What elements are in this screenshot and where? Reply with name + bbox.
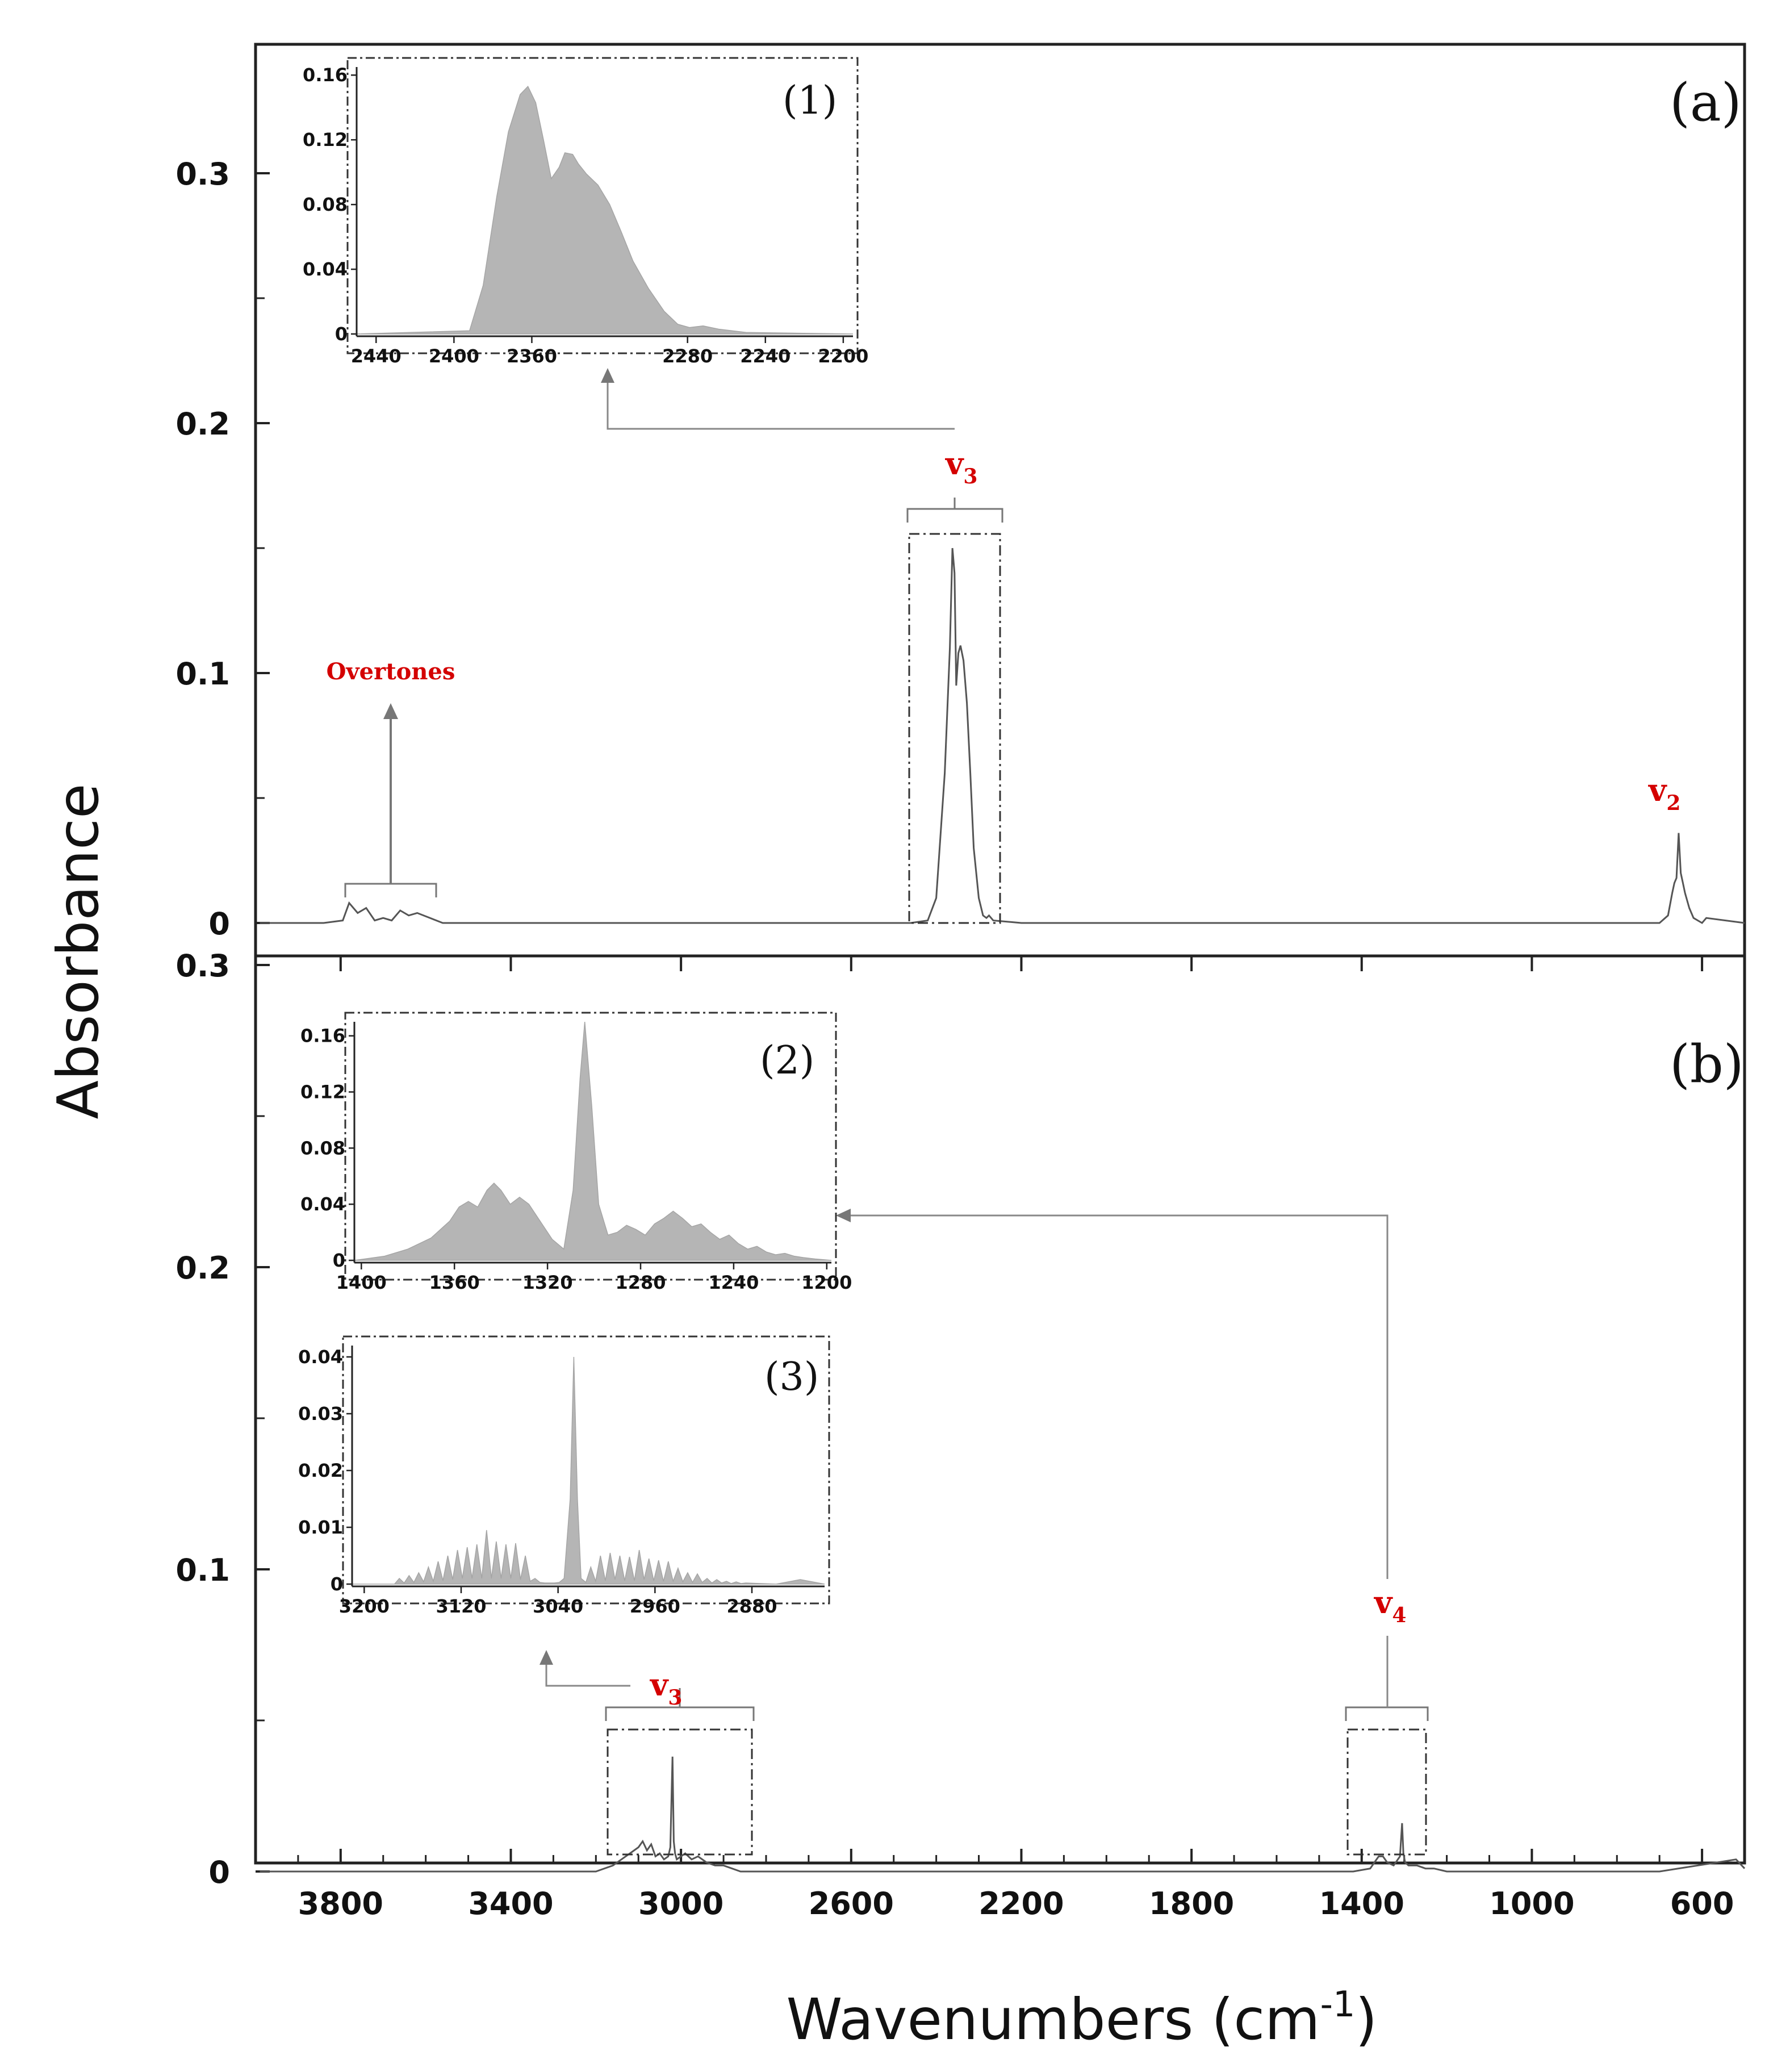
x-axis-title-end: ) bbox=[1355, 1986, 1377, 2053]
y-tick-label-0.3: 0.3 bbox=[175, 948, 230, 984]
x-axis-title-main: Wavenumbers (cm bbox=[787, 1986, 1320, 2053]
inset-3-x-tick-label-3040: 3040 bbox=[533, 1595, 583, 1617]
plot-frame bbox=[254, 43, 1746, 1865]
inset-1-y-tick-label-0.12: 0.12 bbox=[303, 129, 348, 151]
inset-1-area bbox=[356, 85, 854, 335]
inset-2-x-tick-label-1360: 1360 bbox=[429, 1272, 480, 1293]
x-axis-title: Wavenumbers (cm-1) bbox=[787, 1983, 1378, 2053]
v4-label-main: v bbox=[1374, 1584, 1393, 1620]
inset-1: (1) 0 0.04 0.08 0.12 0.16 2440 2400 2360 2280 224… bbox=[303, 57, 868, 367]
inset-3-y-tick-label-0: 0 bbox=[331, 1573, 343, 1595]
v2-label-main: v bbox=[1648, 772, 1667, 808]
y-tick-label-0: 0 bbox=[208, 1854, 230, 1890]
x-axis-title-superscript: -1 bbox=[1320, 1983, 1356, 2025]
inset-1-y-tick-label-0.16: 0.16 bbox=[303, 64, 348, 86]
inset-3-y-tick-label-0.03: 0.03 bbox=[298, 1403, 343, 1424]
inset-3-x-tick-label-3200: 3200 bbox=[339, 1595, 390, 1617]
v3-highlight-box-b bbox=[607, 1728, 753, 1856]
inset-3-x-tick-label-3120: 3120 bbox=[436, 1595, 486, 1617]
inset-2-x-tick-label-1400: 1400 bbox=[336, 1272, 387, 1293]
x-tick-label-1800: 1800 bbox=[1149, 1886, 1234, 1921]
inset-2-y-tick-label-0.04: 0.04 bbox=[300, 1193, 345, 1215]
inset-1-x-tick-label-2240: 2240 bbox=[740, 345, 791, 367]
v3-label-b-main: v bbox=[650, 1666, 669, 1703]
v2-label-sub: 2 bbox=[1666, 791, 1680, 815]
v3-label-b-sub: 3 bbox=[668, 1686, 682, 1710]
inset-3-name: (3) bbox=[764, 1355, 819, 1400]
x-tick-label-2600: 2600 bbox=[809, 1886, 894, 1921]
panel-a-spectrum-line bbox=[260, 548, 1745, 924]
inset-3-x-tick-label-2880: 2880 bbox=[726, 1595, 777, 1617]
inset3-connector bbox=[545, 1661, 630, 1687]
v4-bracket bbox=[1345, 1706, 1429, 1721]
panel-b-spectrum-line bbox=[260, 1756, 1746, 1873]
y-tick-label-0: 0 bbox=[208, 906, 230, 942]
inset-2-x-tick-label-1280: 1280 bbox=[615, 1272, 666, 1293]
inset-3: (3) 0 0.01 0.02 0.03 0.04 3200 3120 3040 2960 288… bbox=[298, 1335, 830, 1617]
v4-label-sub: 4 bbox=[1392, 1603, 1406, 1627]
v2-label: v2 bbox=[1648, 772, 1680, 815]
inset-2-x-tick-label-1200: 1200 bbox=[801, 1272, 852, 1293]
v4-label: v4 bbox=[1374, 1584, 1406, 1627]
inset2-connector-arrow-head bbox=[836, 1209, 851, 1222]
inset-2-x-tick-label-1240: 1240 bbox=[708, 1272, 759, 1293]
inset-1-y-tick-label-0.04: 0.04 bbox=[303, 258, 348, 280]
inset-2-x-tick-label-1320: 1320 bbox=[522, 1272, 573, 1293]
inset-2: (2) 0 0.04 0.08 0.12 0.16 1400 1360 1320 1280 124… bbox=[300, 1012, 852, 1293]
x-tick-label-3400: 3400 bbox=[468, 1886, 553, 1921]
v3-label-a-main: v bbox=[945, 445, 964, 482]
x-tick-label-600: 600 bbox=[1670, 1886, 1734, 1921]
inset-2-y-tick-label-0: 0 bbox=[333, 1250, 345, 1271]
v3-label-a-sub: 3 bbox=[963, 465, 977, 488]
inset-2-y-tick-label-0.16: 0.16 bbox=[300, 1025, 345, 1047]
inset-2-y-tick-label-0.08: 0.08 bbox=[300, 1137, 345, 1159]
panel-label-a: (a) bbox=[1670, 72, 1742, 133]
inset-1-x-tick-label-2360: 2360 bbox=[507, 345, 557, 367]
v3-highlight-box-a bbox=[908, 533, 1001, 924]
inset-1-y-tick-label-0: 0 bbox=[335, 323, 348, 345]
inset-1-x-tick-label-2280: 2280 bbox=[662, 345, 713, 367]
inset-2-name: (2) bbox=[760, 1038, 814, 1083]
y-tick-label-0.2: 0.2 bbox=[175, 406, 230, 442]
inset1-connector bbox=[607, 379, 955, 430]
overtones-bracket bbox=[344, 883, 437, 897]
overtones-arrow-head bbox=[383, 703, 398, 719]
x-tick-labels: 3800 3400 3000 2600 2200 1800 1400 1000 600 bbox=[298, 1886, 1734, 1921]
inset-3-area bbox=[352, 1356, 825, 1585]
v3-label-a: v3 bbox=[945, 445, 977, 488]
inset1-connector-arrow-head bbox=[601, 368, 614, 383]
v3-label-b: v3 bbox=[650, 1666, 682, 1710]
inset-1-name: (1) bbox=[783, 78, 837, 123]
y-tick-label-0.1: 0.1 bbox=[175, 656, 230, 692]
inset-1-y-tick-label-0.08: 0.08 bbox=[303, 194, 348, 215]
y-axis-title: Absorbance bbox=[45, 784, 111, 1119]
y-tick-label-0.3: 0.3 bbox=[175, 156, 230, 192]
v3-bracket-a bbox=[906, 508, 1003, 523]
v4-highlight-box bbox=[1346, 1728, 1427, 1856]
inset-2-area bbox=[354, 1021, 832, 1261]
overtones-label: Overtones bbox=[327, 658, 455, 685]
inset-3-y-tick-label-0.04: 0.04 bbox=[298, 1346, 343, 1368]
inset-3-y-tick-label-0.02: 0.02 bbox=[298, 1460, 343, 1481]
inset-1-x-tick-label-2200: 2200 bbox=[818, 345, 868, 367]
x-tick-label-3800: 3800 bbox=[298, 1886, 383, 1921]
y-tick-label-0.1: 0.1 bbox=[175, 1552, 230, 1588]
inset-1-x-tick-label-2440: 2440 bbox=[351, 345, 402, 367]
x-tick-label-1000: 1000 bbox=[1489, 1886, 1574, 1921]
inset-3-y-tick-label-0.01: 0.01 bbox=[298, 1517, 343, 1538]
inset-3-frame bbox=[342, 1335, 830, 1605]
x-tick-label-1400: 1400 bbox=[1319, 1886, 1404, 1921]
y-tick-label-0.2: 0.2 bbox=[175, 1250, 230, 1286]
inset2-connector bbox=[848, 1214, 1389, 1707]
x-tick-label-2200: 2200 bbox=[978, 1886, 1064, 1921]
panel-label-b: (b) bbox=[1670, 1034, 1744, 1095]
inset-3-x-tick-label-2960: 2960 bbox=[630, 1595, 680, 1617]
inset3-connector-arrow-head bbox=[540, 1650, 553, 1665]
inset-2-y-tick-label-0.12: 0.12 bbox=[300, 1081, 345, 1103]
inset-1-x-tick-label-2400: 2400 bbox=[429, 345, 479, 367]
y-tick-labels: 0 0.1 0.2 0.3 0 0.1 0.2 0.3 bbox=[175, 156, 230, 1890]
x-tick-label-3000: 3000 bbox=[638, 1886, 724, 1921]
